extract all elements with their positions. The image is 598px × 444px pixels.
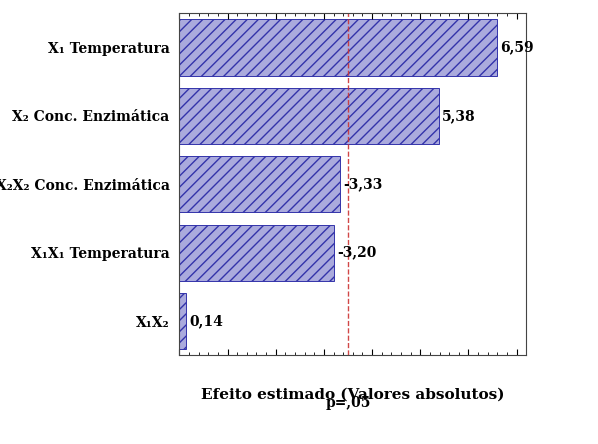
Text: 0,14: 0,14 [190, 314, 224, 328]
Text: p=,05: p=,05 [325, 396, 371, 410]
Bar [179, 156, 340, 212]
Bar [179, 225, 334, 281]
X-axis label: Efeito estimado (Valores absolutos): Efeito estimado (Valores absolutos) [201, 388, 505, 402]
Text: -3,33: -3,33 [343, 177, 383, 191]
Text: 6,59: 6,59 [501, 40, 534, 55]
Text: -3,20: -3,20 [337, 246, 376, 260]
Bar [179, 293, 186, 349]
Bar [179, 20, 497, 75]
Bar [179, 88, 438, 144]
Text: 5,38: 5,38 [442, 109, 475, 123]
